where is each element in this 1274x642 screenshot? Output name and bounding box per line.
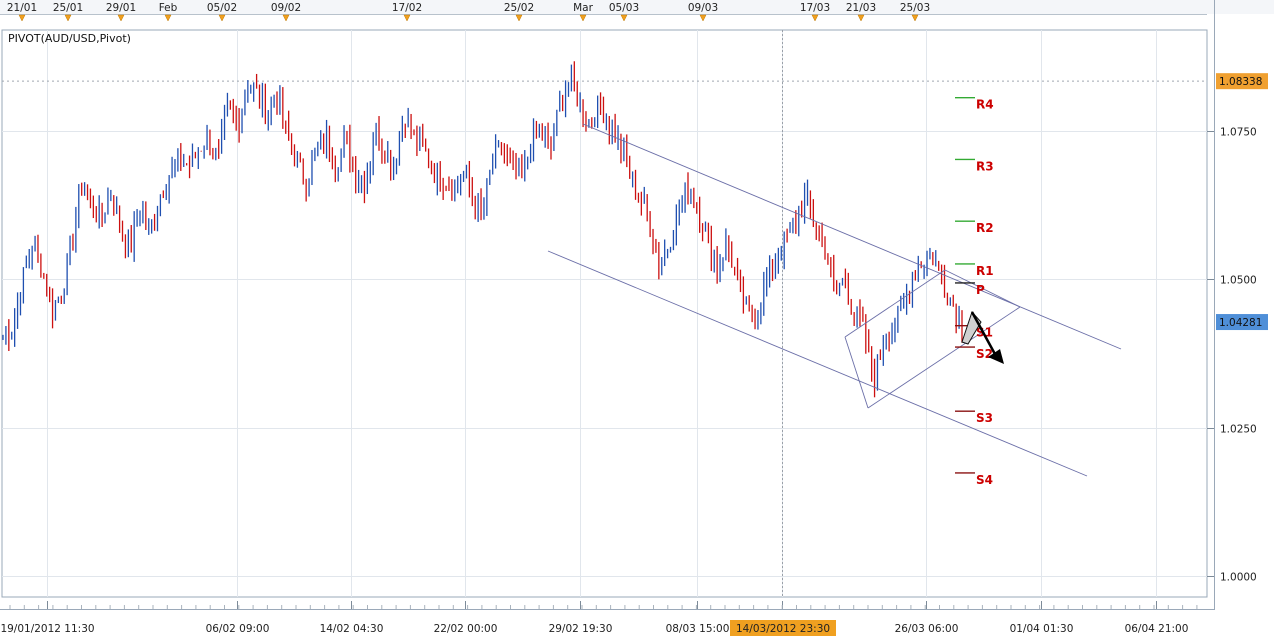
event-marker bbox=[857, 14, 865, 22]
x-tick-label: 19/01/2012 11:30 bbox=[0, 623, 94, 635]
top-event-label: 29/01 bbox=[106, 2, 136, 14]
event-marker bbox=[911, 14, 919, 22]
top-event-label: 25/01 bbox=[53, 2, 83, 14]
top-event-label: 25/02 bbox=[504, 2, 534, 14]
event-marker bbox=[218, 14, 226, 22]
y-tick-label: 1.0250 bbox=[1220, 424, 1257, 436]
event-marker bbox=[699, 14, 707, 22]
event-marker bbox=[403, 14, 411, 22]
x-tick-label: 26/03 06:00 bbox=[895, 623, 959, 635]
plot-area bbox=[1, 29, 1208, 598]
pivot-level-label: R3 bbox=[976, 159, 994, 173]
top-event-label: 05/02 bbox=[207, 2, 237, 14]
forecast-arrow-head bbox=[988, 349, 1004, 364]
top-event-label: 17/02 bbox=[392, 2, 422, 14]
channel-line bbox=[867, 306, 1021, 409]
pivot-level-label: S4 bbox=[976, 473, 993, 487]
price-label-box bbox=[1216, 314, 1268, 331]
pivot-level-label: S2 bbox=[976, 347, 993, 361]
price-label: 1.04281 bbox=[1219, 317, 1262, 329]
event-marker bbox=[64, 14, 72, 22]
channel-line bbox=[582, 123, 1122, 350]
channel-line bbox=[844, 336, 869, 409]
channel-line bbox=[944, 269, 1021, 308]
cursor-label: 14/03/2012 23:30 bbox=[736, 623, 830, 635]
y-tick-label: 1.0750 bbox=[1220, 127, 1257, 139]
top-event-label: 09/02 bbox=[271, 2, 301, 14]
top-event-label: 21/01 bbox=[7, 2, 37, 14]
pivot-level-label: P bbox=[976, 283, 985, 297]
pivot-level-label: R2 bbox=[976, 221, 994, 235]
cursor-label-box bbox=[730, 620, 836, 636]
top-event-label: 09/03 bbox=[688, 2, 718, 14]
event-marker bbox=[282, 14, 290, 22]
pivot-level-label: S3 bbox=[976, 411, 993, 425]
forecast-arrow-shaft bbox=[970, 311, 998, 357]
top-event-label: 21/03 bbox=[846, 2, 876, 14]
x-tick-label: 06/04 21:00 bbox=[1125, 623, 1189, 635]
x-tick-label: 29/02 19:30 bbox=[549, 623, 613, 635]
top-event-label: Mar bbox=[573, 2, 593, 14]
x-tick-label: 08/03 15:00 bbox=[666, 623, 730, 635]
event-marker bbox=[811, 14, 819, 22]
x-tick-label: 06/02 09:00 bbox=[206, 623, 270, 635]
top-event-label: Feb bbox=[159, 2, 178, 14]
event-marker bbox=[18, 14, 26, 22]
x-tick-label: 14/02 04:30 bbox=[320, 623, 384, 635]
price-label: 1.08338 bbox=[1219, 76, 1262, 88]
top-event-label: 05/03 bbox=[609, 2, 639, 14]
event-marker bbox=[515, 14, 523, 22]
top-event-bar bbox=[0, 0, 1274, 14]
y-tick-label: 1.0500 bbox=[1220, 275, 1257, 287]
price-label-box bbox=[1216, 73, 1268, 90]
candles bbox=[2, 61, 963, 398]
event-marker bbox=[164, 14, 172, 22]
chart-title: PIVOT(AUD/USD,Pivot) bbox=[8, 32, 131, 45]
top-event-label: 17/03 bbox=[800, 2, 830, 14]
pivot-level-label: R1 bbox=[976, 264, 994, 278]
y-tick-label: 1.0000 bbox=[1220, 572, 1257, 584]
pivot-level-label: R4 bbox=[976, 98, 994, 112]
event-marker bbox=[117, 14, 125, 22]
channel-line bbox=[547, 250, 1088, 477]
top-event-label: 25/03 bbox=[900, 2, 930, 14]
event-marker bbox=[579, 14, 587, 22]
x-tick-label: 22/02 00:00 bbox=[434, 623, 498, 635]
x-tick-label: 01/04 01:30 bbox=[1010, 623, 1074, 635]
event-marker bbox=[620, 14, 628, 22]
channel-line bbox=[844, 269, 946, 338]
